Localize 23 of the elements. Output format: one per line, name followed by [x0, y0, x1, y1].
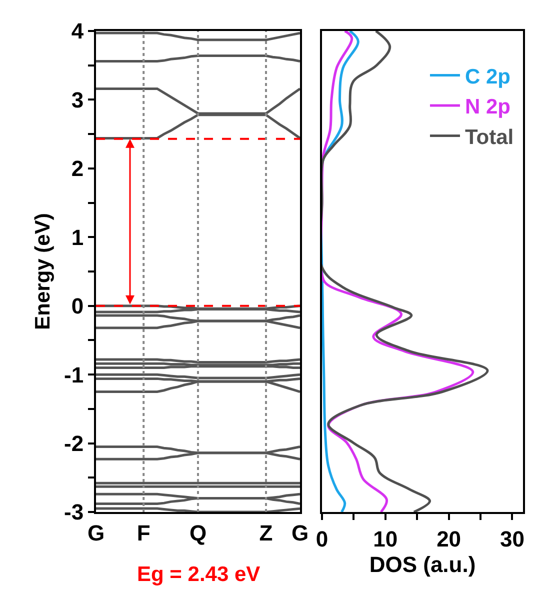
- y-tick-label: -3: [64, 500, 84, 525]
- y-tick-label: 4: [71, 18, 84, 44]
- legend-label: C 2p: [464, 65, 510, 88]
- x-tick-label: 0: [316, 526, 328, 552]
- x-tick-label: G: [291, 520, 309, 546]
- x-tick-label: Q: [189, 520, 207, 546]
- text: Eg = 2.43 eV: [137, 563, 260, 586]
- legend-label: N 2p: [464, 96, 510, 119]
- y-axis-title: Energy (eV): [32, 213, 55, 330]
- x-tick-label: Z: [259, 520, 273, 546]
- y-tick-label: -1: [64, 362, 84, 388]
- y-tick-label: -2: [64, 430, 84, 456]
- x-tick-label: 30: [500, 526, 524, 552]
- x-tick-label: 20: [436, 526, 462, 552]
- x-tick-label: F: [136, 520, 150, 546]
- legend-label: Total: [464, 126, 514, 149]
- y-tick-label: 3: [71, 87, 84, 112]
- y-tick-label: 0: [71, 294, 84, 319]
- y-tick-label: 1: [71, 224, 84, 250]
- x-axis-title: DOS (a.u.): [369, 552, 476, 577]
- x-tick-label: G: [87, 520, 105, 546]
- y-tick-label: 2: [71, 156, 84, 182]
- x-tick-label: 10: [373, 526, 398, 552]
